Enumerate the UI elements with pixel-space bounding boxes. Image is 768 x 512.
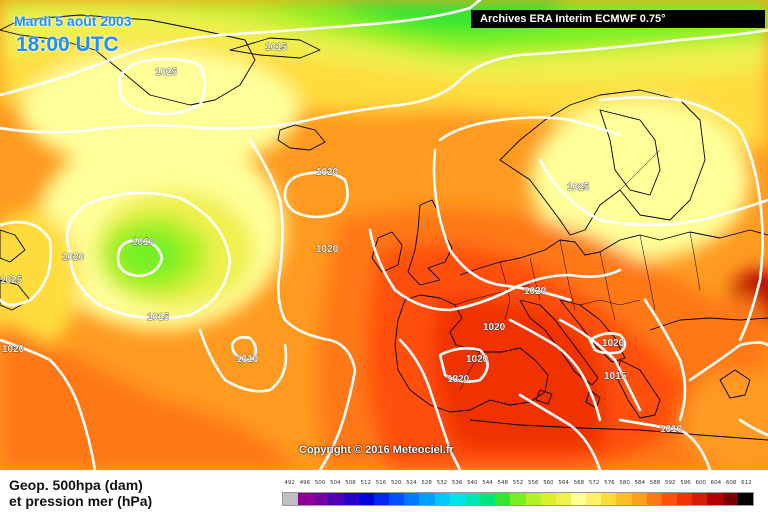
pressure-labels: 1015 1025 1020 1010 1020 1025 1020 1020 … (0, 42, 683, 436)
scale-swatch (283, 493, 299, 505)
scale-swatch (358, 493, 374, 505)
scale-swatch (707, 493, 723, 505)
scale-swatch (555, 493, 571, 505)
scale-swatch (419, 493, 435, 505)
scale-value: 544 (482, 480, 493, 486)
scale-swatch (298, 493, 314, 505)
scale-value: 528 (421, 480, 432, 486)
pressure-label: 1020 (316, 244, 339, 255)
pressure-label: 1020 (466, 354, 489, 365)
scale-value: 496 (299, 480, 311, 486)
coastlines (0, 14, 768, 441)
scale-value: 512 (360, 480, 371, 486)
scale-swatch (646, 493, 662, 505)
pressure-label: 1020 (62, 252, 85, 263)
scale-swatch (601, 493, 617, 505)
scale-swatch (449, 493, 465, 505)
scale-swatch (480, 493, 496, 505)
scale-swatch (631, 493, 647, 505)
scale-swatch (389, 493, 405, 505)
pressure-label: 1015 (265, 42, 288, 53)
scale-value: 552 (512, 480, 524, 486)
country-borders (454, 149, 701, 391)
scale-swatch (495, 493, 511, 505)
pressure-label: 1025 (155, 67, 178, 78)
map-date: Mardi 5 août 2003 (14, 13, 132, 29)
legend-title-line1: Geop. 500hpa (dam) (9, 477, 143, 493)
pressure-label: 1025 (567, 182, 590, 193)
scale-value: 560 (543, 480, 554, 486)
scale-swatch (464, 493, 481, 505)
weather-map: 1015 1025 1020 1010 1020 1025 1020 1020 … (0, 0, 768, 470)
scale-value: 580 (619, 480, 630, 486)
scale-value: 520 (390, 480, 402, 486)
scale-value: 604 (710, 480, 722, 486)
legend-footer: Geop. 500hpa (dam) et pression mer (hPa)… (0, 470, 768, 512)
pressure-label: 1010 (236, 354, 259, 365)
scale-swatch (343, 493, 359, 505)
scale-value: 612 (741, 480, 752, 486)
scale-swatch (570, 493, 587, 505)
scale-value: 568 (573, 480, 585, 486)
pressure-label: 1020 (316, 167, 339, 178)
pressure-label: 1015 (147, 312, 170, 323)
pressure-label: 1020 (483, 322, 506, 333)
pressure-label: 1020 (2, 344, 25, 355)
pressure-isobars (0, 0, 768, 470)
scale-swatch (722, 493, 738, 505)
pressure-label: 1020 (602, 338, 625, 349)
scale-swatch (737, 493, 753, 505)
scale-value: 584 (634, 480, 646, 486)
scale-value: 508 (345, 480, 356, 486)
scale-value: 596 (680, 480, 691, 486)
scale-value: 524 (406, 480, 417, 486)
scale-value: 592 (665, 480, 676, 486)
pressure-label: 1020 (524, 286, 547, 297)
scale-value: 536 (451, 480, 463, 486)
scale-swatch (373, 493, 390, 505)
scale-value: 564 (558, 480, 569, 486)
scale-swatch (434, 493, 450, 505)
pressure-label: 1020 (447, 374, 470, 385)
scale-swatch (525, 493, 541, 505)
scale-swatch (616, 493, 632, 505)
scale-value: 492 (284, 480, 295, 486)
scale-value: 576 (604, 480, 615, 486)
pressure-label: 1015 (604, 371, 627, 382)
scale-value: 572 (588, 480, 600, 486)
map-time: 18:00 UTC (16, 33, 119, 56)
scale-value: 600 (695, 480, 706, 486)
pressure-label: 1010 (132, 237, 155, 248)
scale-bar (282, 492, 754, 506)
scale-swatch (586, 493, 602, 505)
pressure-label: 1025 (0, 275, 23, 286)
scale-swatch (540, 493, 556, 505)
scale-labels: 492 496 500 504 508 512 516 520 524 528 532 536 540 5… (282, 480, 754, 490)
scale-value: 556 (527, 480, 539, 486)
scale-value: 548 (497, 480, 509, 486)
scale-value: 532 (436, 480, 448, 486)
legend-title-line2: et pression mer (hPa) (9, 493, 153, 509)
scale-value: 504 (330, 480, 341, 486)
scale-swatch (510, 493, 526, 505)
scale-value: 500 (314, 480, 326, 486)
scale-swatch (677, 493, 693, 505)
scale-swatch (692, 493, 708, 505)
pressure-label: 1010 (660, 424, 683, 435)
scale-value: 516 (375, 480, 387, 486)
scale-value: 540 (467, 480, 478, 486)
copyright-notice: Copyright © 2016 Meteociel.fr (299, 444, 454, 456)
scale-swatch (328, 493, 344, 505)
scale-value: 608 (725, 480, 737, 486)
legend-title: Geop. 500hpa (dam) et pression mer (hPa) (9, 477, 152, 509)
scale-swatch (404, 493, 420, 505)
color-scale: 492 496 500 504 508 512 516 520 524 528 532 536 540 5… (282, 480, 754, 506)
scale-swatch (661, 493, 678, 505)
scale-swatch (313, 493, 329, 505)
data-source-label: Archives ERA Interim ECMWF 0.75° (471, 10, 765, 28)
scale-value: 588 (649, 480, 661, 486)
